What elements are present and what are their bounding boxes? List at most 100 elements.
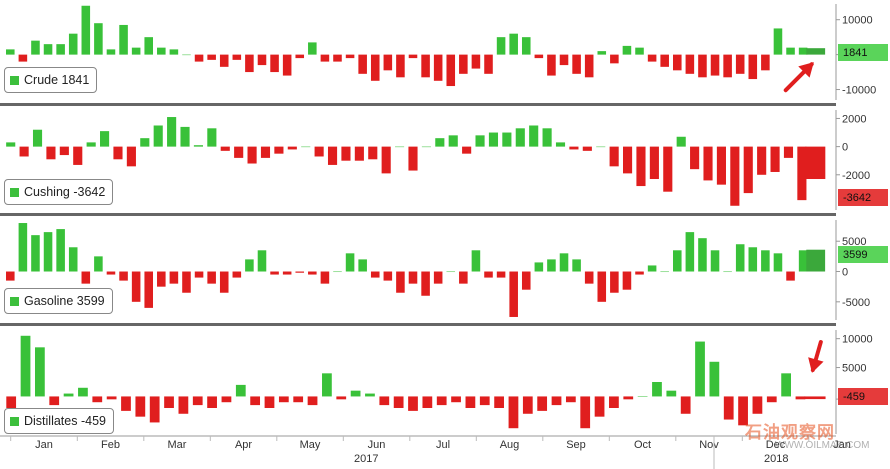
- year-label-2018: 2018: [764, 453, 789, 465]
- bar-gasoline-54: [685, 232, 695, 272]
- panel-separator-0: [0, 103, 836, 106]
- bar-gasoline-28: [358, 259, 367, 272]
- bar-gasoline-30: [383, 271, 393, 281]
- bar-crude-8: [106, 49, 116, 55]
- bar-gasoline-29: [370, 271, 380, 278]
- tick-label-gasoline-0: 5000: [842, 236, 866, 248]
- bar-cushing-2: [32, 129, 43, 147]
- bar-cushing-15: [207, 128, 217, 147]
- bar-distillates-30: [436, 396, 447, 406]
- bar-distillates-48: [695, 341, 705, 397]
- bar-gasoline-22: [282, 271, 292, 275]
- bar-distillates-46: [666, 390, 677, 397]
- bar-crude-36: [459, 54, 468, 74]
- bar-cushing-20: [274, 146, 284, 154]
- bar-cushing-34: [462, 146, 472, 154]
- bar-crude-27: [345, 54, 355, 59]
- bar-gasoline-57: [723, 271, 732, 273]
- legend-cushing: Cushing -3642: [4, 179, 114, 205]
- bar-cushing-4: [59, 146, 69, 156]
- bar-gasoline-46: [584, 271, 594, 284]
- bar-distillates-20: [293, 396, 304, 403]
- month-label-4: May: [300, 439, 321, 451]
- tick-label-gasoline-1: 0: [842, 267, 848, 279]
- bar-cushing-47: [636, 146, 646, 187]
- bar-crude-64: [806, 48, 826, 55]
- bar-gasoline-47: [597, 271, 607, 302]
- bar-cushing-60: [805, 146, 826, 180]
- legend-swatch-distillates: [10, 416, 19, 426]
- last-value-badge-crude: 1841: [838, 44, 888, 61]
- bar-distillates-32: [465, 396, 476, 408]
- bar-gasoline-23: [295, 271, 305, 273]
- bar-distillates-13: [192, 396, 203, 406]
- bar-distillates-28: [408, 396, 418, 411]
- bar-cushing-26: [354, 146, 364, 161]
- legend-label-distillates: Distillates -459: [24, 414, 106, 428]
- bar-crude-40: [509, 33, 518, 55]
- bar-cushing-48: [649, 146, 659, 180]
- panel-separator-1: [0, 213, 836, 216]
- bar-crude-25: [320, 54, 330, 62]
- bar-crude-59: [748, 54, 758, 80]
- bar-gasoline-59: [748, 247, 758, 272]
- watermark-logo: 石油观察网: [745, 423, 835, 442]
- month-label-10: Nov: [699, 439, 719, 451]
- bar-cushing-38: [515, 128, 525, 147]
- bar-distillates-26: [379, 396, 390, 406]
- bar-distillates-8: [121, 396, 131, 411]
- bar-distillates-5: [78, 387, 88, 397]
- month-label-5: Jun: [368, 439, 386, 451]
- bar-gasoline-10: [131, 271, 141, 302]
- bar-crude-21: [270, 54, 279, 73]
- bar-cushing-31: [421, 146, 431, 148]
- bar-crude-24: [308, 42, 317, 55]
- bar-crude-11: [144, 37, 153, 55]
- bar-gasoline-25: [320, 271, 330, 284]
- bar-cushing-39: [529, 125, 539, 147]
- month-label-7: Aug: [500, 439, 520, 451]
- month-label-8: Sep: [566, 439, 586, 451]
- bar-distillates-15: [221, 396, 232, 403]
- bar-crude-63: [798, 47, 808, 55]
- bar-gasoline-31: [396, 271, 405, 293]
- bar-cushing-30: [408, 146, 418, 171]
- bar-crude-35: [446, 54, 456, 87]
- bar-crude-34: [433, 54, 443, 81]
- bar-distillates-50: [723, 396, 734, 420]
- bar-cushing-22: [301, 146, 311, 148]
- bar-gasoline-24: [308, 271, 317, 275]
- bar-crude-61: [773, 28, 783, 55]
- bar-distillates-36: [522, 396, 533, 414]
- bar-crude-29: [370, 54, 380, 81]
- bar-crude-12: [157, 47, 166, 55]
- bar-gasoline-11: [144, 271, 153, 308]
- bar-distillates-10: [149, 396, 160, 423]
- bar-gasoline-50: [635, 271, 644, 275]
- bar-gasoline-4: [56, 229, 65, 272]
- bar-gasoline-20: [257, 250, 267, 272]
- bar-cushing-59: [797, 146, 807, 201]
- bar-distillates-53: [766, 396, 777, 403]
- bar-distillates-6: [92, 396, 103, 403]
- bar-gasoline-37: [471, 250, 481, 272]
- bar-distillates-16: [235, 384, 246, 397]
- bar-cushing-23: [314, 146, 324, 157]
- bar-cushing-32: [435, 138, 445, 147]
- tick-label-cushing-1: 0: [842, 142, 848, 154]
- bar-gasoline-36: [459, 271, 468, 284]
- bar-crude-30: [383, 54, 393, 71]
- bar-gasoline-19: [245, 259, 254, 272]
- bar-gasoline-9: [119, 271, 128, 281]
- bar-crude-2: [31, 40, 40, 55]
- bar-gasoline-2: [31, 235, 40, 272]
- bar-cushing-10: [140, 138, 150, 147]
- bar-crude-32: [408, 54, 418, 59]
- bar-crude-42: [534, 54, 544, 59]
- bar-distillates-41: [594, 396, 605, 417]
- last-value-badge-distillates: -459: [838, 388, 888, 405]
- bar-gasoline-61: [773, 253, 783, 272]
- bar-crude-48: [610, 54, 619, 64]
- bar-crude-49: [622, 45, 632, 55]
